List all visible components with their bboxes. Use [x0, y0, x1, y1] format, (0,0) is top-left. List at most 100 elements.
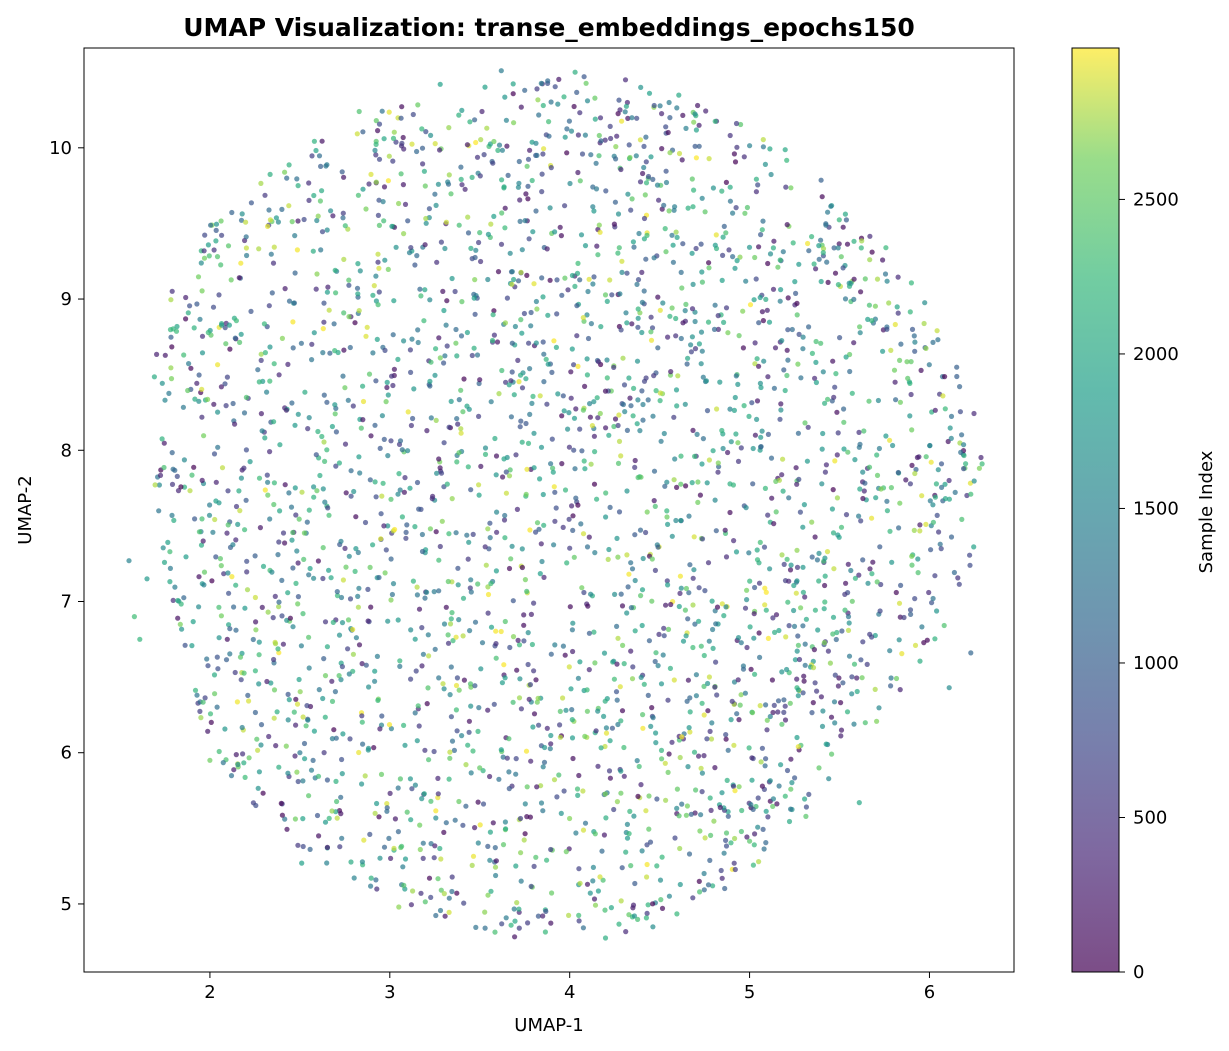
scatter-point	[517, 815, 524, 822]
scatter-point	[345, 617, 352, 623]
scatter-point	[876, 445, 883, 452]
scatter-point	[493, 453, 500, 459]
scatter-point	[431, 748, 437, 755]
scatter-point	[728, 840, 734, 846]
scatter-point	[167, 327, 174, 333]
scatter-point	[493, 472, 499, 478]
scatter-point	[406, 250, 413, 256]
scatter-point	[509, 340, 515, 346]
scatter-point	[297, 689, 303, 695]
scatter-point	[492, 845, 498, 851]
scatter-point	[175, 488, 182, 494]
scatter-point	[237, 339, 243, 345]
scatter-point	[256, 475, 263, 481]
scatter-point	[326, 815, 332, 822]
scatter-point	[708, 832, 714, 839]
scatter-point	[783, 634, 789, 640]
scatter-point	[169, 450, 175, 456]
scatter-point	[280, 641, 286, 647]
scatter-point	[756, 859, 762, 865]
scatter-point	[892, 321, 898, 328]
scatter-point	[748, 666, 754, 672]
scatter-point	[423, 215, 429, 222]
scatter-point	[584, 708, 591, 714]
scatter-point	[814, 688, 820, 694]
scatter-point	[389, 591, 395, 598]
scatter-point	[764, 727, 770, 733]
scatter-point	[278, 800, 284, 807]
scatter-point	[465, 464, 471, 470]
scatter-point	[315, 213, 321, 219]
scatter-point	[243, 394, 249, 400]
scatter-point	[432, 191, 438, 197]
scatter-point	[587, 401, 593, 407]
scatter-point	[449, 874, 455, 880]
scatter-point	[845, 614, 852, 620]
scatter-point	[295, 778, 301, 785]
scatter-point	[875, 397, 882, 404]
scatter-point	[244, 558, 250, 564]
scatter-point	[939, 484, 945, 490]
scatter-point	[888, 485, 895, 491]
scatter-point	[616, 245, 622, 251]
scatter-point	[884, 326, 890, 332]
scatter-point	[601, 832, 608, 838]
scatter-point	[951, 569, 958, 576]
scatter-point	[736, 717, 742, 723]
scatter-point	[478, 137, 484, 143]
scatter-point	[744, 204, 751, 211]
scatter-point	[319, 229, 326, 235]
scatter-point	[461, 900, 467, 906]
scatter-point	[819, 446, 825, 452]
scatter-point	[351, 875, 357, 881]
scatter-point	[177, 621, 183, 627]
scatter-point	[254, 736, 260, 742]
scatter-point	[628, 207, 634, 213]
scatter-point	[374, 653, 380, 660]
scatter-point	[280, 530, 287, 536]
scatter-point	[674, 805, 680, 812]
scatter-point	[727, 406, 733, 412]
scatter-point	[441, 440, 447, 446]
scatter-point	[856, 572, 862, 578]
scatter-point	[573, 495, 579, 501]
scatter-point	[935, 337, 941, 343]
scatter-point	[178, 484, 184, 490]
scatter-point	[591, 896, 598, 902]
scatter-point	[674, 786, 681, 792]
scatter-point	[696, 585, 702, 591]
scatter-point	[309, 341, 315, 347]
scatter-point	[458, 333, 465, 339]
scatter-point	[666, 99, 672, 106]
scatter-point	[531, 711, 538, 717]
scatter-point	[531, 430, 537, 436]
scatter-point	[516, 906, 522, 912]
scatter-point	[392, 526, 398, 533]
scatter-point	[448, 191, 454, 197]
scatter-point	[321, 319, 327, 325]
scatter-point	[228, 773, 235, 779]
scatter-point	[674, 234, 680, 240]
scatter-point	[669, 305, 675, 311]
scatter-point	[243, 219, 249, 225]
scatter-point	[318, 163, 324, 169]
scatter-point	[333, 735, 339, 741]
scatter-point	[290, 345, 296, 351]
scatter-point	[712, 242, 718, 248]
scatter-point	[770, 709, 776, 716]
scatter-point	[597, 115, 604, 121]
scatter-point	[713, 659, 719, 665]
scatter-point	[518, 706, 525, 712]
scatter-point	[492, 929, 498, 935]
scatter-point	[815, 627, 821, 633]
scatter-point	[525, 661, 531, 668]
scatter-point	[896, 525, 902, 531]
scatter-point	[824, 259, 830, 265]
scatter-point	[223, 403, 229, 409]
scatter-point	[471, 345, 477, 351]
scatter-point	[365, 745, 372, 751]
scatter-point	[576, 866, 582, 872]
scatter-point	[435, 181, 441, 187]
scatter-point	[368, 883, 374, 889]
scatter-point	[446, 776, 452, 782]
